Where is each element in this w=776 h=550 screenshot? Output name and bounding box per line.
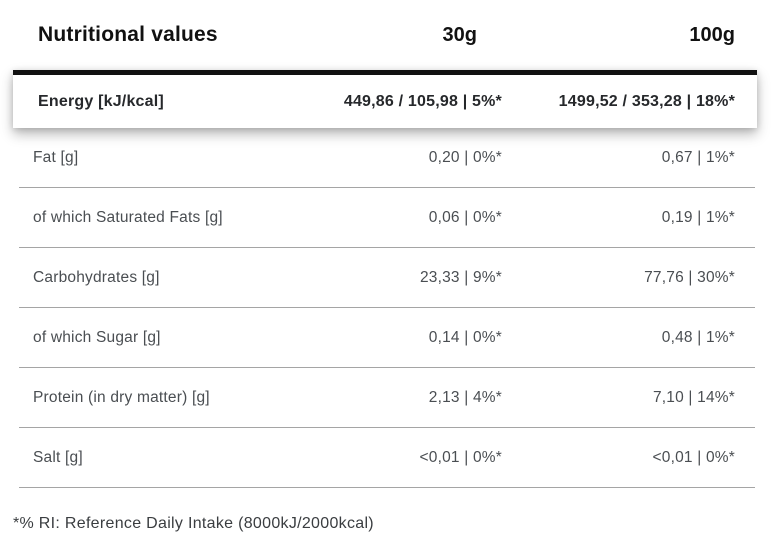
row-value-30g: 0,20 | 0%*	[428, 148, 502, 166]
table-row-carbohydrates: Carbohydrates [g] 23,33 | 9%* 77,76 | 30…	[19, 248, 755, 308]
table-title: Nutritional values	[38, 23, 218, 46]
row-value-100g: 0,67 | 1%*	[661, 148, 735, 166]
table-header-row: Nutritional values 30g 100g	[19, 12, 755, 58]
row-value-30g: 23,33 | 9%*	[419, 268, 502, 286]
row-value-30g: <0,01 | 0%*	[419, 448, 502, 466]
row-value-100g: <0,01 | 0%*	[652, 448, 735, 466]
row-label: of which Sugar [g]	[33, 328, 161, 346]
row-value-30g: 0,14 | 0%*	[428, 328, 502, 346]
row-label: Carbohydrates [g]	[33, 268, 160, 286]
row-label: Fat [g]	[33, 148, 79, 166]
energy-value-30g: 449,86 / 105,98 | 5%*	[343, 92, 502, 110]
row-label: Protein (in dry matter) [g]	[33, 388, 210, 406]
energy-value-100g: 1499,52 / 353,28 | 18%*	[558, 92, 735, 110]
table-row-protein: Protein (in dry matter) [g] 2,13 | 4%* 7…	[19, 368, 755, 428]
row-value-100g: 0,48 | 1%*	[661, 328, 735, 346]
reference-intake-footnote: *% RI: Reference Daily Intake (8000kJ/20…	[13, 515, 374, 532]
column-header-100g: 100g	[689, 23, 735, 46]
row-value-100g: 77,76 | 30%*	[644, 268, 735, 286]
table-row-fat: Fat [g] 0,20 | 0%* 0,67 | 1%*	[19, 128, 755, 188]
column-header-30g: 30g	[442, 23, 477, 46]
row-label: of which Saturated Fats [g]	[33, 208, 223, 226]
row-value-30g: 2,13 | 4%*	[428, 388, 502, 406]
table-row-salt: Salt [g] <0,01 | 0%* <0,01 | 0%*	[19, 428, 755, 488]
table-body: Fat [g] 0,20 | 0%* 0,67 | 1%* of which S…	[19, 128, 755, 488]
energy-highlight-row: Energy [kJ/kcal] 449,86 / 105,98 | 5%* 1…	[13, 70, 757, 128]
table-row-sugar: of which Sugar [g] 0,14 | 0%* 0,48 | 1%*	[19, 308, 755, 368]
row-value-100g: 7,10 | 14%*	[652, 388, 735, 406]
row-value-30g: 0,06 | 0%*	[428, 208, 502, 226]
table-row-saturated-fats: of which Saturated Fats [g] 0,06 | 0%* 0…	[19, 188, 755, 248]
row-value-100g: 0,19 | 1%*	[661, 208, 735, 226]
row-label-energy: Energy [kJ/kcal]	[38, 92, 164, 110]
row-label: Salt [g]	[33, 448, 83, 466]
